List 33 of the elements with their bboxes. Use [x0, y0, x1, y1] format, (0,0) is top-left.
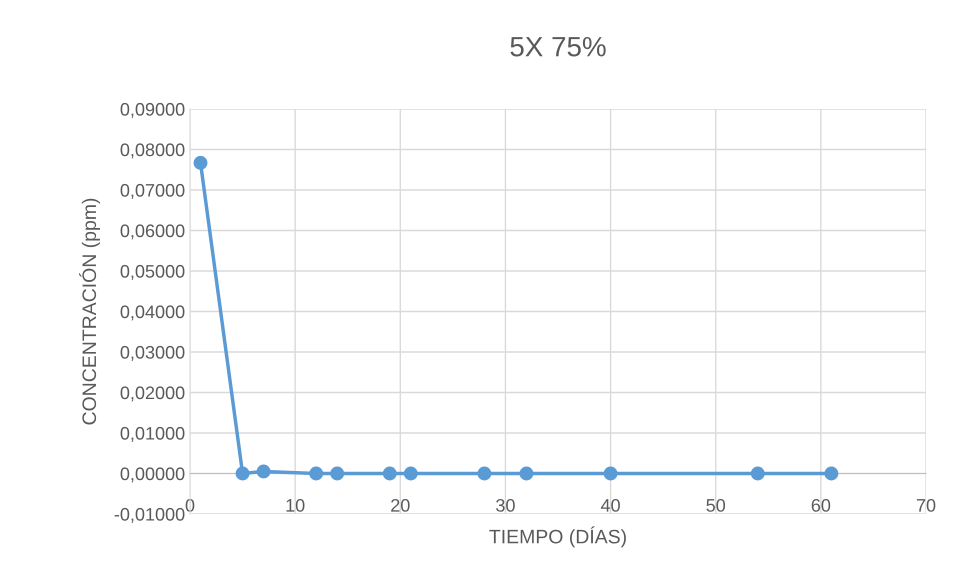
y-tick-label: 0,07000 — [120, 184, 184, 199]
point — [194, 156, 208, 170]
point — [824, 466, 838, 480]
y-tick-label: 0,01000 — [120, 426, 184, 442]
y-axis-title: CONCENTRACIÓN (ppm) — [79, 198, 100, 424]
y-tick-label: 0,08000 — [120, 143, 184, 158]
x-axis-title: TIEMPO (DÍAS) — [489, 526, 626, 548]
point — [382, 466, 397, 480]
point — [604, 466, 618, 480]
y-tick-label: 0,04000 — [120, 305, 184, 320]
y-tick-label: 0,02000 — [120, 386, 184, 402]
y-tick-label: 0,03000 — [120, 346, 184, 361]
y-tick-label: -0,01000 — [114, 508, 184, 523]
chart-title: 5X 75% — [510, 36, 606, 56]
point — [256, 464, 271, 478]
x-tick-label: 60 — [812, 498, 830, 512]
y-tick-label: 0,06000 — [120, 224, 184, 240]
x-tick-label: 50 — [706, 498, 726, 512]
point — [330, 466, 344, 480]
point — [309, 466, 324, 480]
point — [404, 466, 418, 480]
x-tick-label: 20 — [391, 498, 410, 512]
point — [520, 466, 534, 480]
y-tick-label: 0,00000 — [120, 467, 184, 482]
x-tick-label: 70 — [916, 498, 936, 512]
x-tick-label: 30 — [496, 498, 515, 512]
point — [236, 466, 250, 480]
x-tick-label: 10 — [286, 498, 304, 512]
y-tick-label: 0,05000 — [120, 264, 184, 280]
point — [477, 466, 492, 480]
y-tick-label: 0,09000 — [120, 102, 184, 118]
point — [750, 466, 765, 480]
x-tick-label: 40 — [600, 498, 620, 512]
